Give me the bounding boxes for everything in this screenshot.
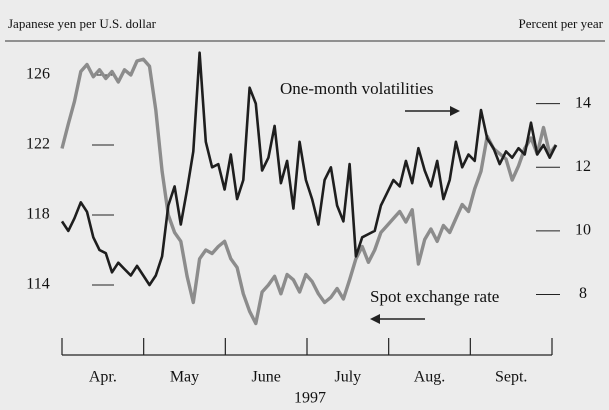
y-axis-label: Japanese yen per U.S. dollar [8, 16, 157, 31]
x-tick-label: June [252, 369, 281, 386]
y2-tick-label: 8 [579, 285, 587, 302]
y-tick-label: 126 [26, 66, 50, 83]
x-axis-label: 1997 [294, 390, 326, 407]
arrow-head [370, 314, 380, 324]
x-tick-label: Apr. [89, 369, 117, 386]
y-tick-label: 118 [26, 206, 49, 223]
x-tick-label: July [334, 369, 361, 386]
x-tick-label: May [170, 369, 199, 386]
y-tick-label: 122 [26, 136, 50, 153]
y-tick-label: 114 [26, 276, 49, 293]
series-line [60, 51, 558, 287]
y2-axis-label: Percent per year [519, 16, 604, 31]
arrow-head [450, 106, 460, 116]
y2-tick-label: 12 [575, 158, 591, 175]
y2-tick-label: 14 [575, 94, 591, 111]
x-tick-label: Sept. [495, 369, 527, 386]
annotation: Spot exchange rate [370, 287, 499, 306]
x-tick-label: Aug. [414, 369, 446, 386]
annotation: One-month volatilities [280, 79, 433, 98]
y2-tick-label: 10 [575, 222, 591, 239]
series-line [60, 57, 558, 326]
